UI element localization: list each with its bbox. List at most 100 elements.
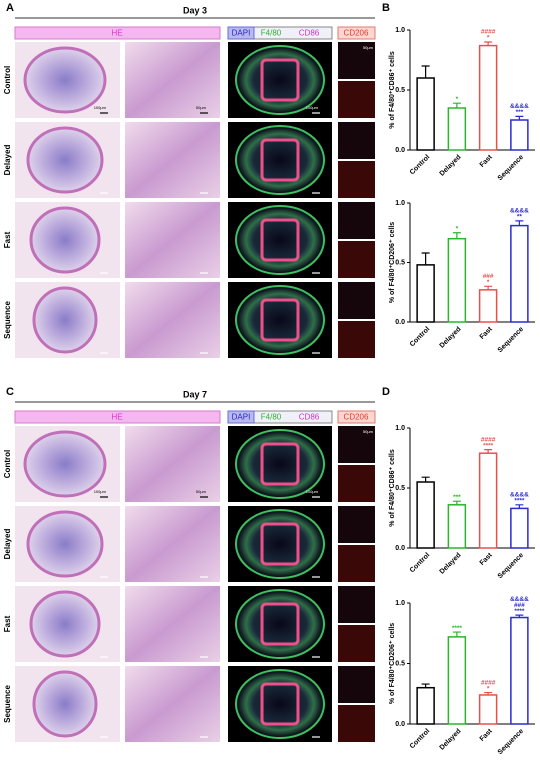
significance: * bbox=[456, 225, 459, 232]
cd206-image bbox=[338, 161, 375, 198]
significance: &&&& bbox=[510, 208, 529, 215]
significance: &&&& bbox=[510, 492, 529, 499]
significance: &&&& bbox=[510, 103, 529, 110]
row-label: Delayed bbox=[3, 145, 12, 176]
he-zoom-image bbox=[125, 202, 220, 278]
cd206-image bbox=[338, 465, 375, 502]
stain-label: DAPI bbox=[232, 29, 251, 38]
row-label: Sequence bbox=[3, 685, 12, 723]
bar bbox=[510, 616, 529, 725]
fluor-core bbox=[260, 682, 300, 726]
y-tick-label: 0.5 bbox=[395, 485, 405, 492]
x-tick-label: Sequence bbox=[497, 552, 525, 580]
panel-label: B bbox=[382, 2, 390, 14]
significance: **** bbox=[483, 442, 494, 449]
cd206-image bbox=[338, 202, 375, 239]
y-tick-label: 1.0 bbox=[395, 600, 405, 607]
scale-label: 50μm bbox=[196, 489, 207, 494]
scale-label: 100μm bbox=[94, 489, 107, 494]
y-tick-label: 0.5 bbox=[395, 259, 405, 266]
error-bar bbox=[515, 115, 524, 120]
error-bar bbox=[515, 504, 524, 509]
significance: ** bbox=[517, 214, 523, 221]
y-axis-label: % of F4/80⁺CD206⁺ cells bbox=[389, 623, 396, 704]
significance: * bbox=[487, 35, 490, 42]
significance: **** bbox=[514, 498, 525, 505]
scale-label: 50μm bbox=[363, 429, 374, 434]
y-tick-label: 1.0 bbox=[395, 27, 405, 34]
stain-box bbox=[337, 410, 376, 424]
scale-label: 100μm bbox=[306, 489, 319, 494]
stain-label: CD86 bbox=[299, 29, 320, 38]
stain-box bbox=[227, 26, 255, 40]
fluor-vessel bbox=[235, 669, 325, 739]
he-zoom-image bbox=[125, 122, 220, 198]
fluor-vessel bbox=[235, 589, 325, 659]
row-label: Control bbox=[3, 450, 12, 478]
section-title: Day 7 bbox=[183, 389, 207, 399]
x-tick-label: Sequence bbox=[497, 154, 525, 182]
he-vessel bbox=[26, 126, 104, 194]
row-label: Control bbox=[3, 66, 12, 94]
scale-label: 100μm bbox=[306, 105, 319, 110]
y-tick-label: 0.0 bbox=[395, 545, 405, 552]
y-tick-label: 0.5 bbox=[395, 660, 405, 667]
significance: ### bbox=[483, 273, 494, 280]
error-bar bbox=[515, 220, 524, 226]
error-bar bbox=[515, 614, 524, 618]
y-tick-label: 1.0 bbox=[395, 425, 405, 432]
x-tick-label: Sequence bbox=[497, 326, 525, 354]
he-vessel bbox=[32, 286, 98, 354]
panel-label: A bbox=[6, 2, 14, 14]
bar bbox=[478, 452, 498, 549]
x-tick-label: Control bbox=[409, 154, 432, 177]
fluor-vessel bbox=[235, 205, 325, 275]
cd206-image bbox=[338, 81, 375, 118]
stain-label: CD86 bbox=[299, 413, 320, 422]
cd206-image bbox=[338, 506, 375, 543]
error-bar bbox=[421, 683, 430, 688]
he-zoom-image bbox=[125, 42, 220, 118]
significance: * bbox=[456, 96, 459, 103]
fluor-vessel bbox=[235, 509, 325, 579]
panel-label: C bbox=[6, 386, 14, 398]
cd206-image bbox=[338, 666, 375, 703]
x-tick-label: Fast bbox=[479, 153, 495, 169]
cd206-image bbox=[338, 705, 375, 742]
stain-label: HE bbox=[111, 413, 122, 422]
significance: #### bbox=[481, 436, 496, 443]
bar bbox=[478, 694, 498, 725]
stain-box bbox=[14, 26, 221, 40]
fluor-vessel bbox=[235, 285, 325, 355]
row-label: Fast bbox=[3, 231, 12, 248]
cd206-image bbox=[338, 625, 375, 662]
significance: **** bbox=[514, 608, 525, 615]
cd206-image bbox=[338, 241, 375, 278]
he-zoom-image bbox=[125, 586, 220, 662]
bar bbox=[447, 237, 467, 323]
x-tick-label: Fast bbox=[479, 727, 495, 743]
error-bar bbox=[452, 232, 461, 239]
error-bar bbox=[452, 500, 461, 505]
bar bbox=[510, 224, 529, 323]
bar bbox=[416, 264, 435, 323]
bar bbox=[510, 119, 529, 151]
fluor-vessel bbox=[235, 429, 325, 499]
he-vessel bbox=[29, 590, 101, 658]
cd206-image bbox=[338, 282, 375, 319]
row-label: Sequence bbox=[3, 301, 12, 339]
he-zoom-image bbox=[125, 506, 220, 582]
scale-label: 50μm bbox=[196, 105, 207, 110]
bar bbox=[447, 504, 467, 549]
x-tick-label: Fast bbox=[479, 325, 495, 341]
error-bar bbox=[421, 252, 430, 265]
x-tick-label: Sequence bbox=[497, 728, 525, 756]
error-bar bbox=[421, 65, 430, 78]
x-tick-label: Delayed bbox=[439, 728, 463, 752]
stain-label: DAPI bbox=[232, 413, 251, 422]
error-bar bbox=[484, 285, 493, 290]
y-tick-label: 0.0 bbox=[395, 721, 405, 728]
y-axis-label: % of F4/80⁺CD86⁺ cells bbox=[389, 51, 396, 129]
error-bar bbox=[452, 102, 461, 108]
